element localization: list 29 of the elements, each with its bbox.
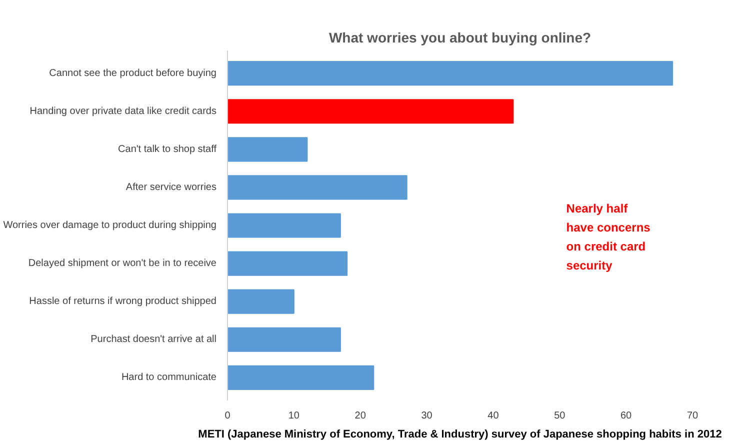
x-tick-label: 50 (554, 410, 566, 422)
bar (228, 213, 341, 238)
x-tick-label: 0 (224, 410, 231, 422)
y-tick-label: Worries over damage to product during shipping (3, 220, 217, 231)
x-tick-label: 20 (354, 410, 366, 422)
bar (228, 289, 294, 314)
y-tick-label: Cannot see the product before buying (49, 68, 217, 79)
x-tick-label: 60 (620, 410, 632, 422)
x-tick-label: 70 (686, 410, 698, 422)
bar (228, 327, 341, 352)
bar (228, 61, 674, 86)
x-tick-label: 10 (288, 410, 300, 422)
annotation: Nearly half have concerns on credit card security (566, 201, 651, 272)
bar (228, 137, 308, 162)
y-tick-label: After service worries (126, 182, 216, 193)
x-tick-label: 30 (421, 410, 433, 422)
chart-title: What worries you about buying online? (328, 30, 592, 46)
bar (228, 175, 408, 200)
text: METI (Japanese Ministry of Economy, Trade & Industry) survey of Japanese shopping habits in 2012 (198, 428, 722, 440)
y-tick-label: Purchast doesn't arrive at all (90, 334, 216, 346)
x-tick-label: 40 (488, 410, 500, 422)
y-tick-label: Hassle of returns if wrong product shipped (29, 296, 217, 308)
y-tick-label: Hard to communicate (121, 372, 217, 384)
bar (228, 251, 348, 276)
y-tick-label: Can't talk to shop staff (118, 144, 217, 155)
y-tick-label: Handing over private data like credit cards (30, 106, 217, 117)
bar (228, 99, 514, 124)
bar (228, 365, 374, 390)
y-tick-label: Delayed shipment or won't be in to receive (28, 258, 217, 270)
